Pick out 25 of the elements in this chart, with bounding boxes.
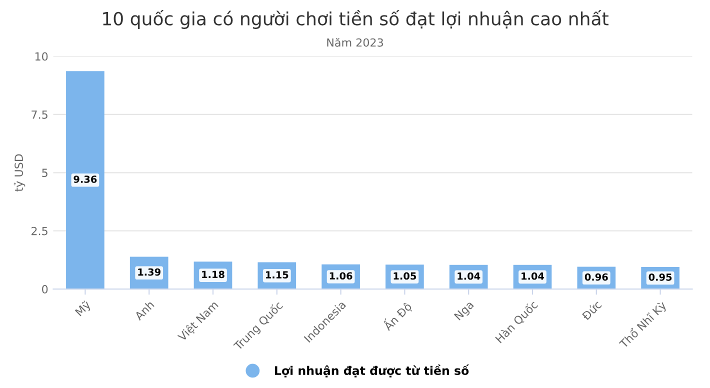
data-label: 1.39	[138, 268, 160, 276]
bar	[66, 71, 104, 290]
data-label: 0.95	[648, 273, 672, 281]
chart-subtitle: Năm 2023	[327, 38, 383, 47]
y-axis-title: tỷ USD	[14, 154, 26, 192]
x-tick-label: Nga	[454, 300, 476, 322]
data-label: 1.04	[458, 272, 480, 280]
data-label: 1.18	[202, 270, 224, 278]
legend-label: Lợi nhuận đạt được từ tiền số	[274, 364, 470, 378]
x-tick-label: Mỹ	[74, 300, 93, 318]
x-tick-label: Đức	[580, 300, 602, 321]
data-label: 1.06	[330, 272, 352, 280]
y-tick-label: 10	[35, 52, 48, 61]
x-tick-label: Ấn Độ	[380, 300, 414, 332]
y-tick-label: 7.5	[32, 110, 48, 119]
x-tick-label: Anh	[134, 300, 154, 321]
chart-title: 10 quốc gia có người chơi tiền số đạt lợi nhuận cao nhất	[103, 10, 608, 29]
data-label: 0.96	[584, 273, 608, 281]
data-label: 1.05	[394, 272, 416, 280]
y-tick-label: 0	[42, 285, 48, 294]
y-tick-label: 5	[42, 168, 48, 178]
y-tick-label: 2.5	[32, 226, 48, 236]
data-label: 9.36	[74, 176, 97, 183]
data-label: 1.04	[522, 272, 544, 280]
data-label: 1.15	[266, 271, 288, 278]
